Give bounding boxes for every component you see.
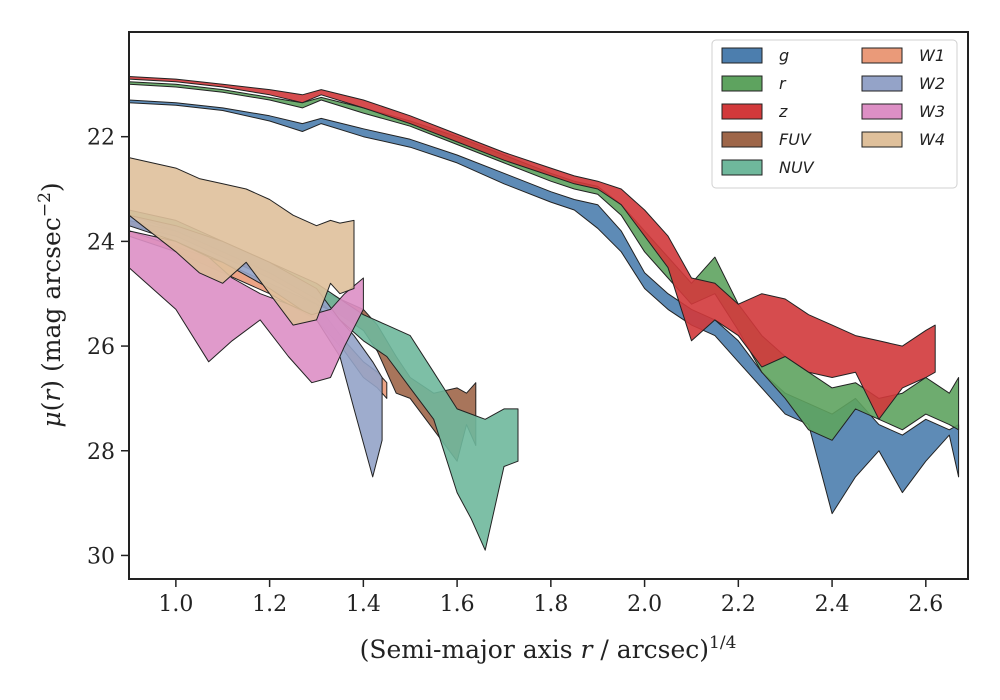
band-w3 (128, 230, 364, 384)
x-tick-label: 1.2 (252, 592, 287, 617)
legend-item-z: z (721, 102, 788, 121)
legend-swatch (861, 103, 903, 120)
y-axis: 22 24 26 28 30 (87, 126, 129, 569)
series-bands (128, 76, 960, 551)
legend-item-g: g (721, 46, 789, 65)
legend-label: FUV (779, 130, 812, 149)
band-z (128, 76, 936, 420)
legend-label: W3 (919, 102, 945, 121)
band-g (128, 99, 960, 515)
x-tick-label: 1.4 (346, 592, 381, 617)
legend-item-w3: W3 (861, 102, 945, 121)
legend-item-w2: W2 (861, 74, 945, 93)
legend-label: g (779, 46, 789, 65)
x-tick-label: 2.4 (815, 592, 850, 617)
legend-swatch (721, 47, 763, 64)
x-tick-label: 1.8 (533, 592, 568, 617)
legend-item-fuv: FUV (721, 130, 812, 149)
legend-swatch (721, 131, 763, 148)
legend-item-w1: W1 (861, 46, 945, 65)
y-tick-label: 26 (87, 335, 115, 360)
legend-swatch (721, 103, 763, 120)
legend-label: W1 (919, 46, 945, 65)
legend-swatch (861, 47, 903, 64)
legend-swatch (861, 131, 903, 148)
y-tick-label: 30 (87, 544, 115, 569)
legend-label: W2 (919, 74, 945, 93)
y-tick-label: 28 (87, 440, 115, 465)
legend-item-r: r (721, 74, 787, 93)
legend-label: NUV (779, 158, 815, 177)
legend: grz FUV NUV W1 W2 W3 W4 (711, 39, 958, 189)
legend-swatch (721, 159, 763, 176)
legend-label: z (778, 102, 788, 121)
legend-label: r (779, 74, 787, 93)
x-tick-label: 1.0 (158, 592, 193, 617)
legend-swatch (861, 75, 903, 92)
x-axis: 1.0 1.2 1.4 1.6 1.8 2.0 2.2 2.4 2.6 (158, 579, 943, 617)
legend-item-w4: W4 (861, 130, 945, 149)
x-tick-label: 2.6 (908, 592, 943, 617)
legend-label: W4 (919, 130, 945, 149)
legend-swatch (721, 75, 763, 92)
band-w4 (128, 157, 355, 326)
y-tick-label: 24 (87, 230, 115, 255)
x-tick-label: 1.6 (440, 592, 475, 617)
x-axis-label: (Semi-major axis r / arcsec)1/4 (360, 633, 737, 664)
plot-frame (128, 31, 969, 580)
legend-item-nuv: NUV (721, 158, 815, 177)
x-tick-label: 2.0 (627, 592, 662, 617)
y-tick-label: 22 (87, 126, 115, 151)
x-tick-label: 2.2 (721, 592, 756, 617)
y-axis-label: μ(r) (mag arcsec−2) (35, 182, 66, 427)
